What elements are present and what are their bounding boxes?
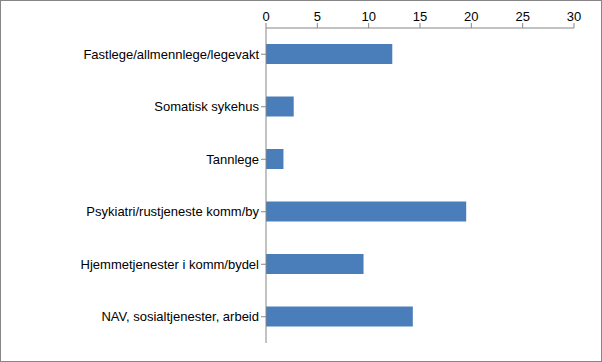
svg-text:25: 25 <box>515 9 529 24</box>
svg-text:Tannlege: Tannlege <box>206 152 259 167</box>
svg-text:10: 10 <box>361 9 375 24</box>
svg-text:0: 0 <box>262 9 269 24</box>
svg-text:Psykiatri/rustjeneste komm/by: Psykiatri/rustjeneste komm/by <box>86 204 259 219</box>
svg-text:30: 30 <box>567 9 581 24</box>
svg-text:15: 15 <box>413 9 427 24</box>
svg-text:Hjemmetjenester i komm/bydel: Hjemmetjenester i komm/bydel <box>81 257 260 272</box>
svg-text:20: 20 <box>464 9 478 24</box>
svg-text:NAV, sosialtjenester, arbeid: NAV, sosialtjenester, arbeid <box>101 309 259 324</box>
svg-text:Somatisk sykehus: Somatisk sykehus <box>154 99 259 114</box>
svg-text:5: 5 <box>314 9 321 24</box>
svg-text:Fastlege/allmennlege/legevakt: Fastlege/allmennlege/legevakt <box>83 47 259 62</box>
